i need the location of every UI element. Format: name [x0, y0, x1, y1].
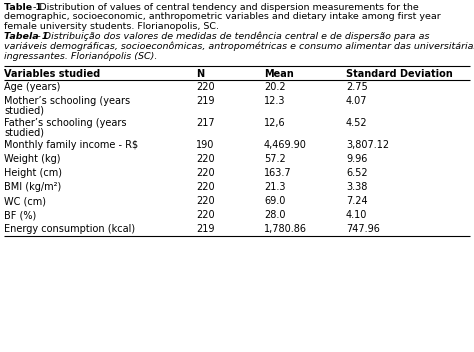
Text: 7.24: 7.24 — [346, 196, 368, 206]
Text: Mean: Mean — [264, 69, 294, 79]
Text: 163.7: 163.7 — [264, 168, 292, 178]
Text: - Distribution of values of central tendency and dispersion measurements for the: - Distribution of values of central tend… — [30, 2, 419, 12]
Text: 21.3: 21.3 — [264, 182, 285, 192]
Text: 747.96: 747.96 — [346, 224, 380, 234]
Text: 190: 190 — [196, 140, 214, 150]
Text: Age (years): Age (years) — [4, 82, 60, 92]
Text: BF (%): BF (%) — [4, 210, 36, 220]
Text: 12,6: 12,6 — [264, 118, 286, 128]
Text: variáveis demográficas, socioeconômicas, antropométricas e consumo alimentar das: variáveis demográficas, socioeconômicas,… — [4, 42, 474, 51]
Text: WC (cm): WC (cm) — [4, 196, 46, 206]
Text: Table 1: Table 1 — [4, 2, 42, 12]
Text: Tabela 1: Tabela 1 — [4, 32, 48, 41]
Text: BMI (kg/m²): BMI (kg/m²) — [4, 182, 61, 192]
Text: Mother’s schooling (years: Mother’s schooling (years — [4, 96, 130, 106]
Text: 20.2: 20.2 — [264, 82, 286, 92]
Text: 3,807.12: 3,807.12 — [346, 140, 389, 150]
Text: Variables studied: Variables studied — [4, 69, 100, 79]
Text: Father’s schooling (years: Father’s schooling (years — [4, 118, 127, 128]
Text: Monthly family income - R$: Monthly family income - R$ — [4, 140, 138, 150]
Text: 219: 219 — [196, 224, 215, 234]
Text: 28.0: 28.0 — [264, 210, 285, 220]
Text: Height (cm): Height (cm) — [4, 168, 62, 178]
Text: 57.2: 57.2 — [264, 154, 286, 164]
Text: N: N — [196, 69, 204, 79]
Text: 220: 220 — [196, 210, 215, 220]
Text: Weight (kg): Weight (kg) — [4, 154, 61, 164]
Text: 219: 219 — [196, 96, 215, 106]
Text: 4,469.90: 4,469.90 — [264, 140, 307, 150]
Text: 220: 220 — [196, 154, 215, 164]
Text: 4.52: 4.52 — [346, 118, 368, 128]
Text: studied): studied) — [4, 106, 44, 116]
Text: 220: 220 — [196, 168, 215, 178]
Text: 2.75: 2.75 — [346, 82, 368, 92]
Text: 217: 217 — [196, 118, 215, 128]
Text: Energy consumption (kcal): Energy consumption (kcal) — [4, 224, 135, 234]
Text: 220: 220 — [196, 182, 215, 192]
Text: studied): studied) — [4, 128, 44, 138]
Text: 3.38: 3.38 — [346, 182, 367, 192]
Text: 9.96: 9.96 — [346, 154, 367, 164]
Text: – Distribuição dos valores de medidas de tendência central e de dispersão para a: – Distribuição dos valores de medidas de… — [33, 32, 429, 42]
Text: 69.0: 69.0 — [264, 196, 285, 206]
Text: 4.10: 4.10 — [346, 210, 367, 220]
Text: 4.07: 4.07 — [346, 96, 367, 106]
Text: demographic, socioeconomic, anthropometric variables and dietary intake among fi: demographic, socioeconomic, anthropometr… — [4, 12, 441, 21]
Text: female university students. Florianopolis, SC.: female university students. Florianopoli… — [4, 22, 219, 31]
Text: 220: 220 — [196, 82, 215, 92]
Text: ingressantes. Florianópolis (SC).: ingressantes. Florianópolis (SC). — [4, 51, 157, 61]
Text: 12.3: 12.3 — [264, 96, 285, 106]
Text: Standard Deviation: Standard Deviation — [346, 69, 453, 79]
Text: 220: 220 — [196, 196, 215, 206]
Text: 6.52: 6.52 — [346, 168, 368, 178]
Text: 1,780.86: 1,780.86 — [264, 224, 307, 234]
